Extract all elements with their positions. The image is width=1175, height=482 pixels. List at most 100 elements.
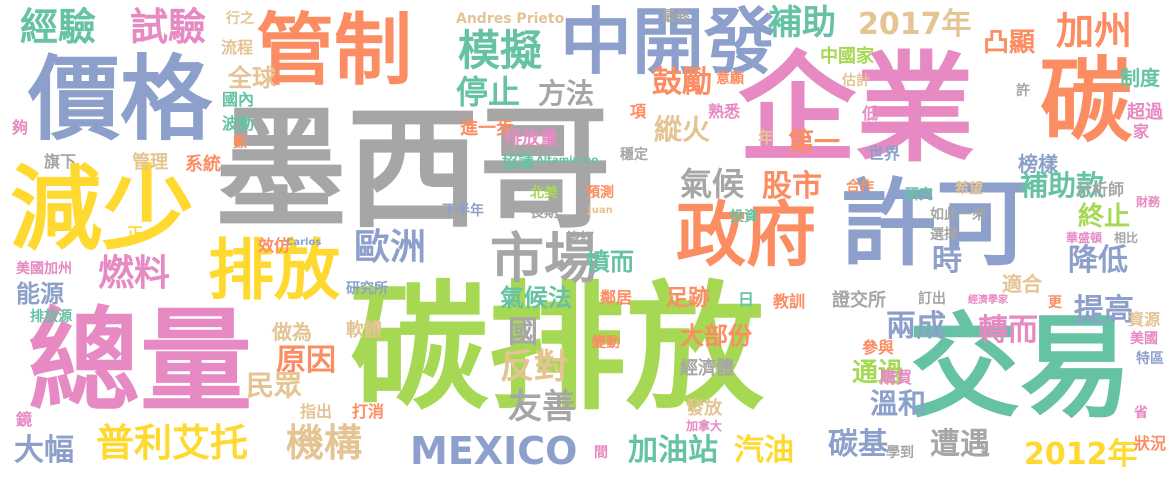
word-country: 國 [508,315,538,350]
word-friendly: 友善 [508,387,576,427]
word-special-district: 特區 [1136,351,1164,367]
word-resource: 資源 [1128,310,1161,329]
word-low: 低 [862,104,879,123]
word-mexico-en: MEXICO [410,429,578,473]
word-carbon: 碳 [1040,48,1133,155]
word-altamirano: Altamirano [536,155,599,166]
word-change: 變動 [592,335,620,351]
word-suitable: 適合 [1002,272,1042,296]
word-software: 軟體 [346,320,382,341]
word-washington: 華盛頓 [1066,231,1103,245]
word-2012: 2012年 [1024,437,1138,472]
word-footprint: 足跡 [666,286,711,311]
word-enterprise: 企業 [738,40,975,178]
word-trade: 交易 [908,303,1132,433]
word-management: 管理 [132,152,168,173]
word-set-out: 訂出 [918,291,946,307]
word-encourage: 鼓勵 [652,65,712,100]
word-reduce: 減少 [10,156,195,263]
word-carbon-base: 碳基 [828,427,888,462]
word-terminate: 終止 [1078,202,1131,232]
word-subsidy: 補助 [768,3,836,43]
word-global: 全球 [228,64,276,92]
word-permit-short: 許 [1016,83,1030,99]
word-further: 進一步 [460,118,514,139]
word-market: 市場 [490,227,598,290]
word-domestic: 國內 [222,90,255,109]
word-juan: Juan [588,205,613,216]
word-first: 第一 [788,128,841,158]
word-analyst: 分析師 [1076,180,1125,199]
word-lesson: 教訓 [773,292,806,311]
word-home: 家 [1133,122,1150,141]
word-canada: 加拿大 [686,419,723,433]
word-emission-source: 排放源 [30,309,72,325]
word-time: 時 [932,243,962,278]
word-purchase: 購買 [880,368,913,387]
word-price: 價格 [28,46,213,153]
word-trial: 試驗 [130,5,207,49]
word-pena-nieto: 普利艾托 [96,421,249,465]
word-reason: 原因 [276,343,336,378]
word-year: 年 [758,128,775,147]
word-government: 政府 [676,194,816,276]
word-arson: 縱火 [654,113,711,146]
word-north-america: 北美 [530,185,558,201]
word-encounter: 遭遇 [930,427,990,462]
word-exceed: 超過 [1127,102,1163,123]
word-mild: 溫和 [870,387,927,420]
word-simulate: 模擬 [458,26,543,75]
word-gasoline: 汽油 [734,433,794,468]
word-province: 省 [1134,405,1148,421]
word-california: 加州 [1056,9,1133,53]
word-between: 間 [594,445,608,461]
word-public: 民眾 [246,369,303,402]
word-neighbor: 鄰居 [600,288,633,307]
word-climate: 氣候 [680,165,745,203]
word-willingness: 意願 [716,71,744,87]
word-mexico-cn: 墨西哥 [215,93,611,247]
word-item: 項 [630,102,647,121]
word-cancel: 打消 [352,402,385,421]
word-participate: 參與 [862,338,895,357]
word-role-model: 榜樣 [1018,152,1058,176]
word-oppose: 反對 [500,347,568,387]
word-estimate: 估計 [842,73,870,89]
word-choice: 選擇 [930,227,958,243]
word-enough: 夠 [12,118,29,137]
word-subsidiary: 旗下 [44,152,77,171]
word-finance: 財務 [1136,195,1161,209]
word-twenty-percent: 兩成 [886,309,946,344]
word-highlight: 凸顯 [983,28,1036,58]
word-agreement: 協議 [502,152,535,171]
word-cooperation: 合作 [846,179,874,195]
word-economy: 經濟體 [680,358,734,379]
word-gas-station: 加油站 [628,433,718,468]
word-decrease: 降低 [1068,243,1128,278]
word-compared: 相比 [1114,231,1139,245]
word-raise: 提高 [1074,293,1134,328]
word-fluctuation: 波動 [222,114,255,133]
word-institute: 研究所 [346,281,388,297]
word-experience: 經驗 [20,5,97,49]
word-emission: 排放 [208,232,340,309]
word-stock-market: 股市 [762,169,822,204]
word-investment: 投資 [730,209,758,225]
word-as: 做為 [272,320,312,344]
word-2017: 2017年 [858,7,972,42]
word-familiar: 熟悉 [708,102,741,121]
word-process: 流程 [221,38,254,57]
word-subsidy-payment: 補助款 [1020,169,1105,202]
word-long-term: 長期 [530,205,558,221]
word-us-california: 美國加州 [16,261,72,277]
word-andres-prieto: Andres Prieto [456,11,565,27]
word-turn-to: 轉而 [978,313,1038,348]
word-regulation: 管制 [256,6,413,96]
word-world: 世界 [868,144,901,163]
word-institution: 機構 [286,421,363,465]
word-stable: 穩定 [620,147,648,163]
word-situation: 狀況 [1134,434,1167,453]
word-usa: 美國 [1130,331,1158,347]
word-point-out: 指出 [300,402,333,421]
